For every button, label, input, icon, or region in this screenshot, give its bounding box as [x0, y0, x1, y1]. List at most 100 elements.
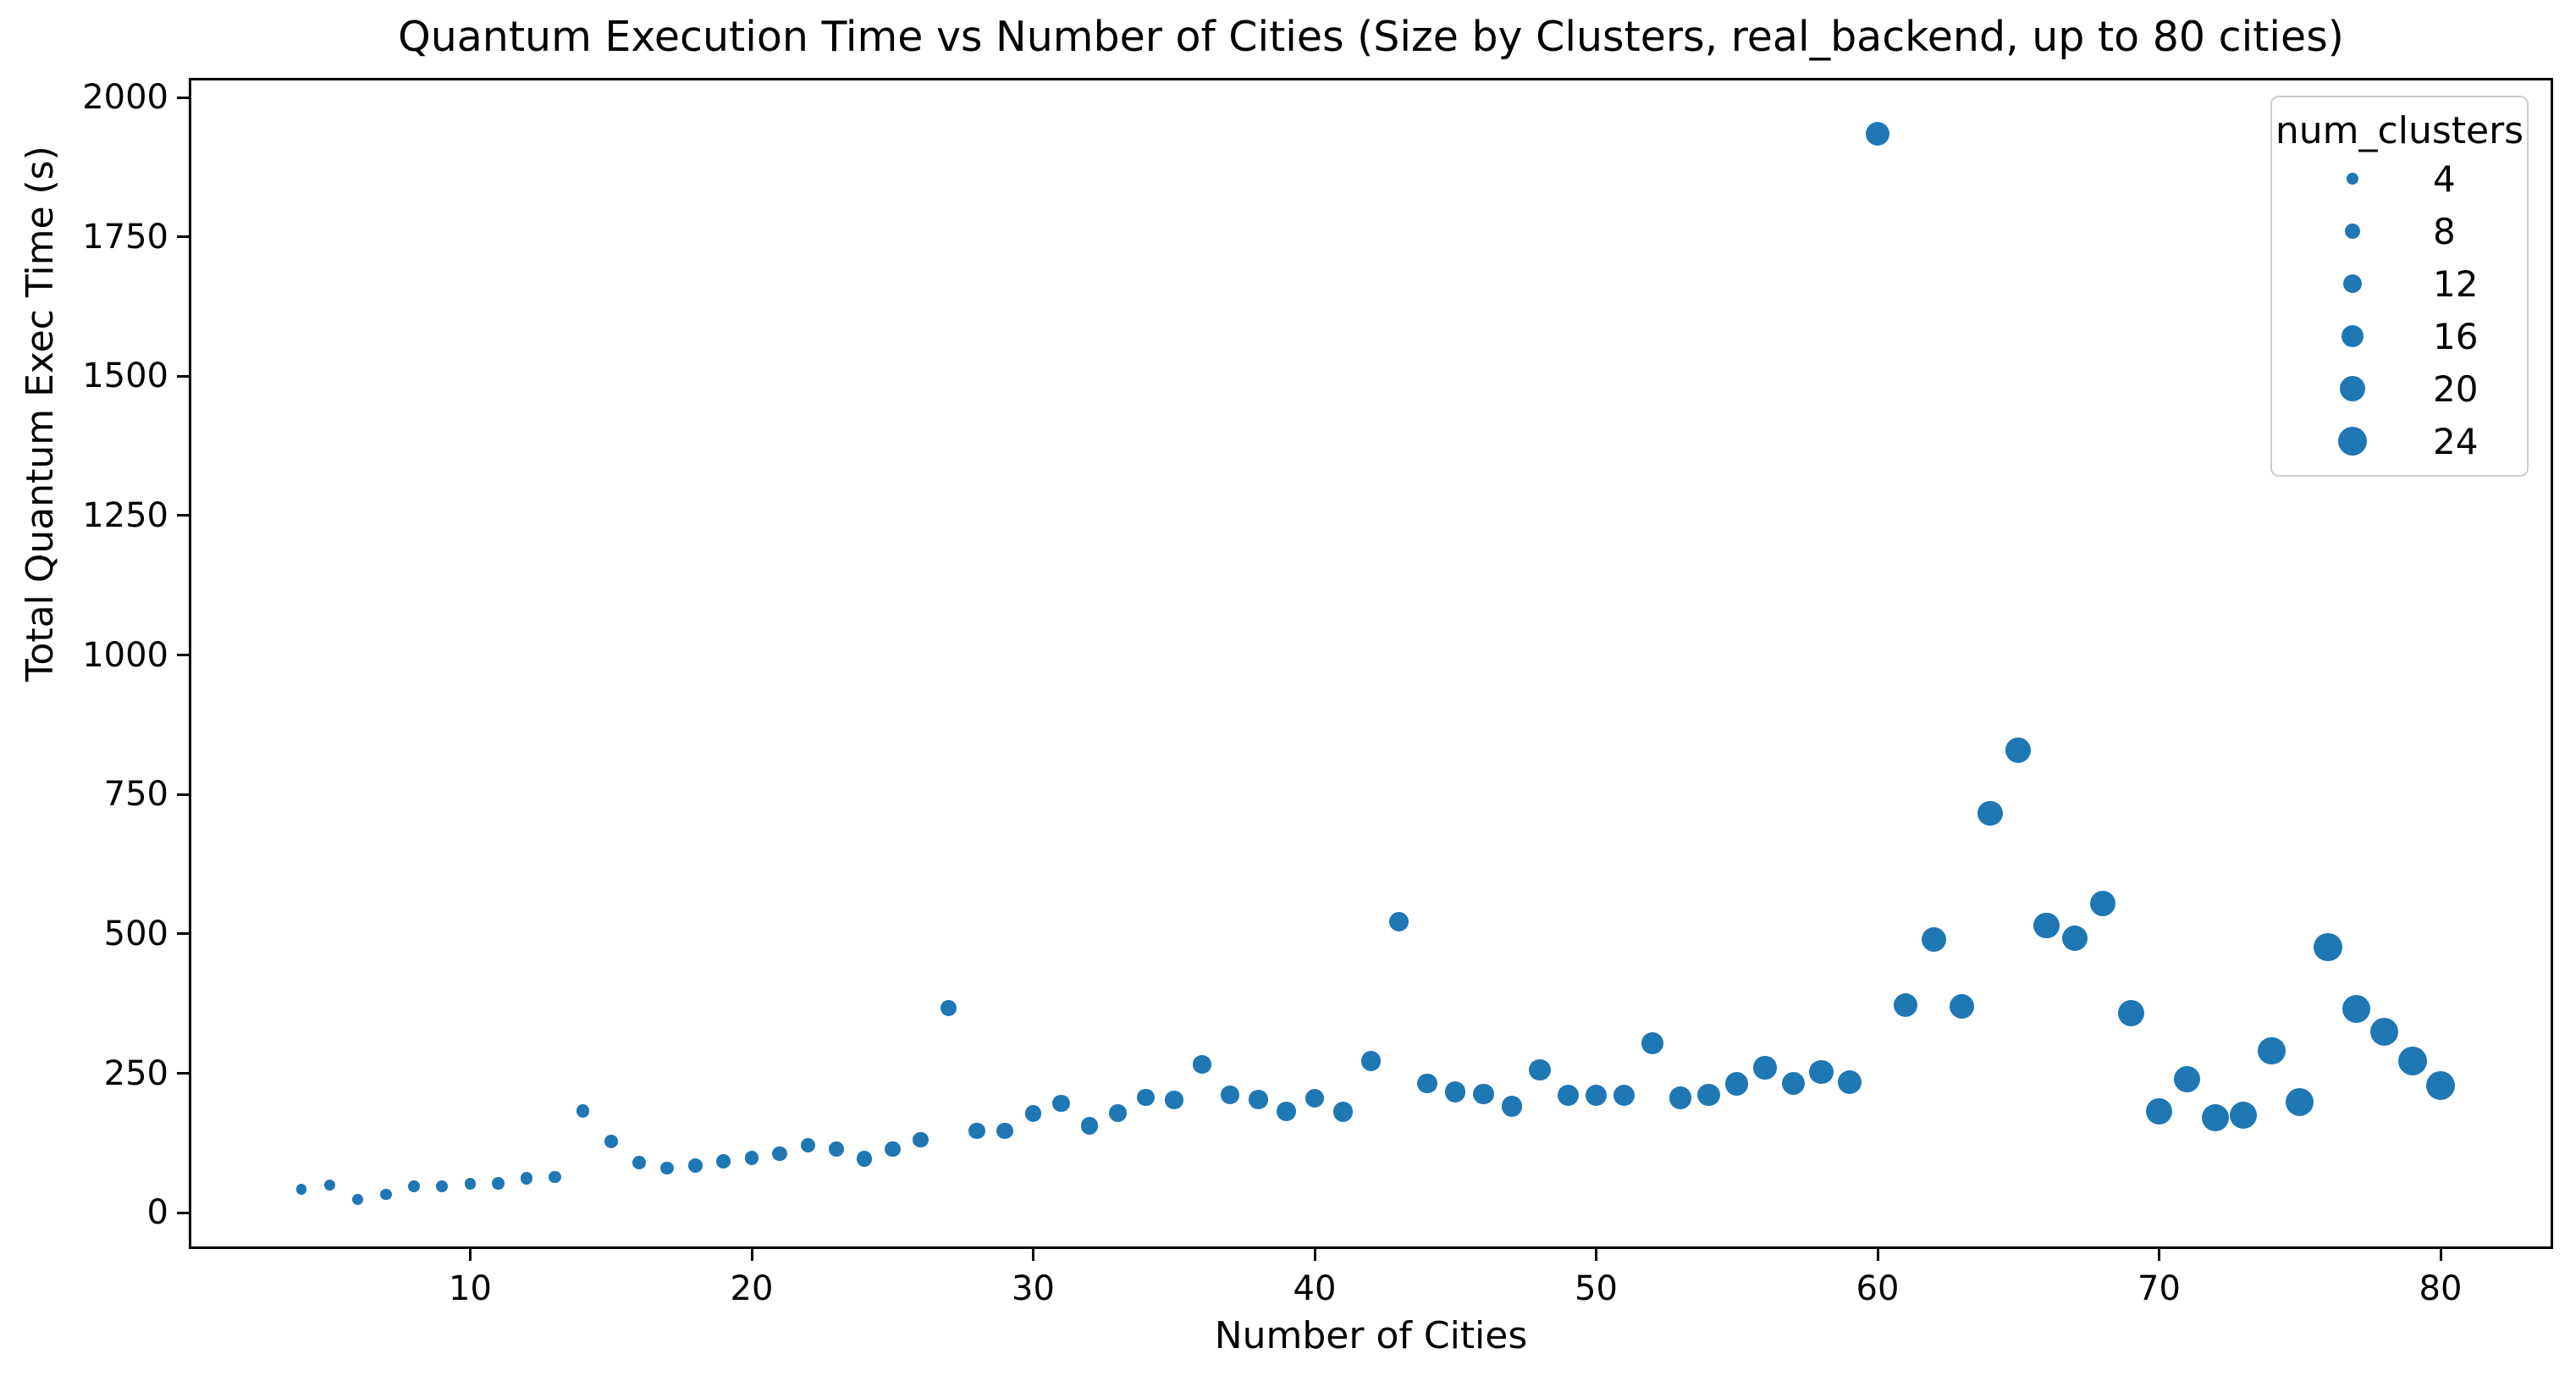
scatter-point [1221, 1086, 1240, 1104]
legend-items: 4 8 12 16 20 24 [2272, 152, 2527, 467]
scatter-point [2145, 1097, 2173, 1125]
scatter-point [1809, 1060, 1834, 1085]
legend-marker-cell [2272, 426, 2433, 456]
scatter-point [1921, 926, 1947, 953]
scatter-point [1837, 1069, 1862, 1095]
scatter-point [856, 1150, 873, 1167]
scatter-point [632, 1156, 646, 1169]
scatter-point [2033, 912, 2060, 939]
scatter-point [744, 1151, 759, 1166]
scatter-point [352, 1193, 363, 1205]
scatter-point [1894, 993, 1918, 1018]
scatter-point [1613, 1084, 1636, 1106]
scatter-point [1164, 1091, 1183, 1109]
scatter-point [1445, 1081, 1466, 1102]
scatter-point [464, 1178, 477, 1190]
scatter-point [1193, 1055, 1211, 1074]
y-tick-label: 500 [103, 914, 168, 953]
scatter-point [520, 1171, 533, 1185]
scatter-point [1641, 1031, 1664, 1055]
scatter-point [1249, 1090, 1268, 1109]
legend-marker-icon [2339, 375, 2366, 402]
scatter-point [2342, 995, 2370, 1024]
scatter-point [1360, 1051, 1382, 1071]
legend-item: 24 [2272, 415, 2527, 467]
x-tick-mark [1595, 1249, 1597, 1261]
scatter-point [688, 1158, 703, 1173]
x-axis-label: Number of Cities [1214, 1314, 1528, 1357]
legend-item: 16 [2272, 310, 2527, 362]
x-tick-mark [2439, 1249, 2442, 1261]
scatter-point [1389, 911, 1409, 932]
legend-marker-icon [2344, 223, 2361, 240]
scatter-point [1108, 1104, 1127, 1122]
scatter-point [2174, 1065, 2201, 1092]
y-tick-mark [177, 374, 189, 378]
scatter-point [1305, 1088, 1325, 1108]
x-tick-label: 10 [449, 1269, 492, 1308]
scatter-point [716, 1154, 731, 1169]
y-tick-label: 1750 [82, 217, 168, 257]
scatter-point [1781, 1071, 1805, 1096]
scatter-point [1332, 1102, 1353, 1122]
legend-marker-cell [2272, 223, 2433, 240]
scatter-point [408, 1180, 420, 1193]
legend-title: num_clusters [2275, 109, 2524, 152]
x-tick-mark [2158, 1249, 2160, 1261]
scatter-point [1950, 993, 1975, 1020]
x-tick-mark [750, 1249, 753, 1261]
legend-item: 8 [2272, 205, 2527, 257]
x-tick-mark [469, 1249, 472, 1261]
scatter-point [492, 1176, 505, 1190]
scatter-point [940, 1000, 957, 1016]
legend-item-label: 16 [2433, 315, 2479, 357]
scatter-point [2369, 1017, 2399, 1046]
legend-marker-icon [2346, 172, 2359, 185]
scatter-point [2005, 738, 2032, 764]
legend-item-label: 20 [2433, 367, 2479, 410]
scatter-point [2089, 890, 2116, 916]
x-tick-label: 40 [1293, 1269, 1337, 1308]
x-tick-label: 20 [730, 1269, 774, 1308]
y-tick-label: 0 [146, 1193, 168, 1233]
scatter-point [1052, 1094, 1071, 1113]
scatter-point [604, 1134, 618, 1148]
y-tick-label: 1250 [82, 495, 168, 535]
scatter-point [576, 1103, 590, 1118]
scatter-point [323, 1180, 335, 1191]
scatter-point [2258, 1037, 2286, 1065]
x-tick-label: 60 [1856, 1269, 1900, 1308]
y-tick-mark [177, 1211, 189, 1214]
legend-item-label: 8 [2433, 210, 2456, 252]
legend-item: 20 [2272, 362, 2527, 415]
scatter-point [2286, 1088, 2314, 1117]
scatter-point [2230, 1101, 2258, 1129]
scatter-point [660, 1161, 675, 1175]
scatter-point [884, 1141, 901, 1158]
scatter-point [1137, 1088, 1155, 1107]
legend-marker-cell [2272, 375, 2433, 402]
scatter-point [2201, 1104, 2230, 1132]
scatter-point [828, 1141, 844, 1157]
y-tick-label: 750 [103, 775, 168, 815]
legend-item-label: 4 [2433, 157, 2456, 200]
y-tick-mark [177, 932, 189, 936]
legend-item: 4 [2272, 152, 2527, 205]
legend-item: 12 [2272, 257, 2527, 310]
scatter-point [295, 1184, 307, 1195]
y-tick-mark [177, 1072, 189, 1075]
scatter-point [2314, 932, 2342, 961]
scatter-point [1473, 1083, 1494, 1105]
scatter-point [1557, 1084, 1579, 1106]
scatter-point [2397, 1047, 2427, 1076]
y-tick-label: 1500 [82, 356, 168, 396]
scatter-point [1529, 1058, 1551, 1081]
scatter-point [968, 1122, 985, 1140]
legend-marker-icon [2342, 274, 2363, 294]
legend-item-label: 24 [2433, 420, 2479, 462]
scatter-point [996, 1122, 1014, 1140]
scatter-point [800, 1137, 816, 1153]
scatter-point [1865, 121, 1890, 146]
scatter-point [1080, 1117, 1099, 1135]
